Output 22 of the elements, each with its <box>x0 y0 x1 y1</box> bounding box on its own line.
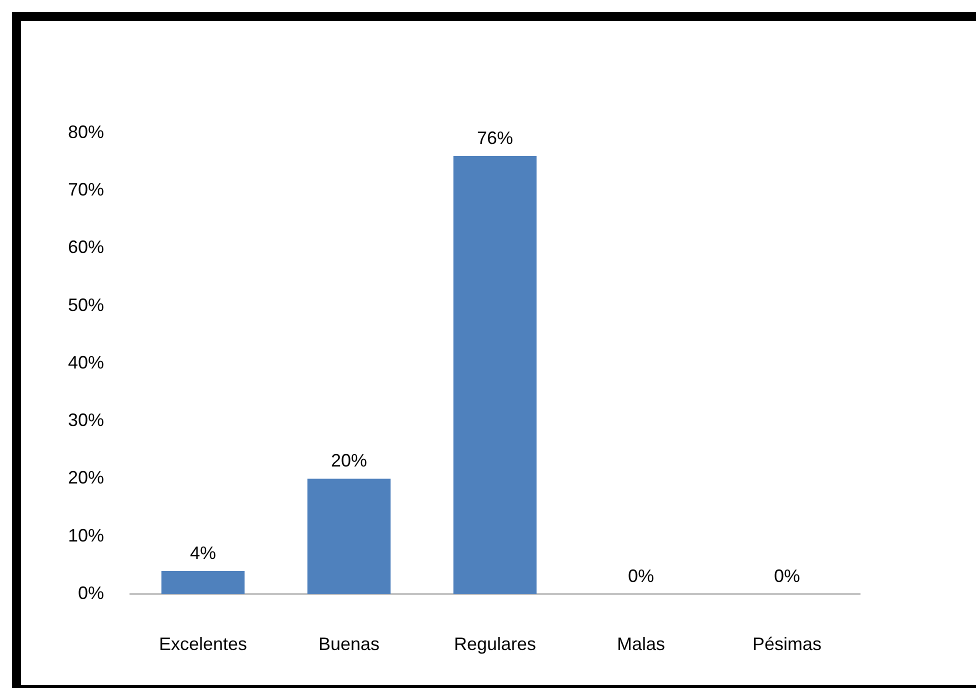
data-label: 0% <box>628 566 654 586</box>
x-tick-label: Regulares <box>454 634 536 654</box>
data-label: 20% <box>330 450 368 471</box>
bar <box>307 478 391 594</box>
x-tick-label: Pésimas <box>752 634 822 654</box>
y-tick-label: 40% <box>68 352 104 372</box>
data-label: 0% <box>774 566 800 586</box>
y-tick-label: 0% <box>78 582 104 603</box>
y-tick-label: 80% <box>68 122 104 142</box>
x-tick-label: Excelentes <box>158 634 248 654</box>
data-label: 4% <box>190 542 216 563</box>
data-label: 76% <box>476 128 514 148</box>
x-tick-label: Malas <box>616 634 666 654</box>
y-tick-label: 50% <box>68 294 104 315</box>
y-tick-label: 60% <box>68 237 104 258</box>
x-tick-label: Buenas <box>318 634 380 654</box>
bar <box>161 570 245 594</box>
y-tick-label: 10% <box>68 525 104 546</box>
y-tick-label: 20% <box>68 468 104 488</box>
bar <box>453 156 537 594</box>
y-tick-label: 30% <box>68 410 104 430</box>
y-tick-label: 70% <box>68 180 104 200</box>
